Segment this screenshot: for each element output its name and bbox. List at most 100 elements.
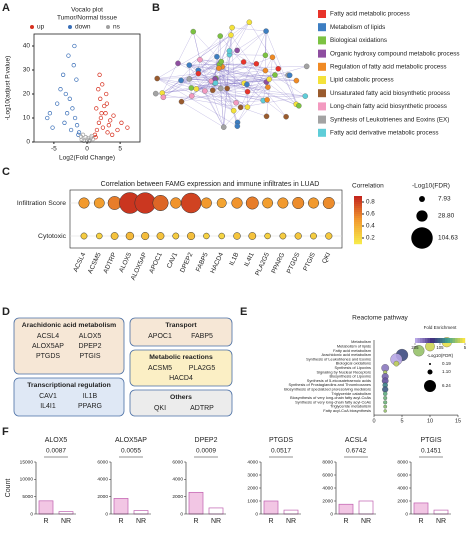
network-edge — [163, 35, 221, 98]
network-node — [188, 85, 195, 91]
x-tick-label: 5 — [118, 146, 122, 153]
network-node — [234, 47, 240, 54]
network-node — [272, 72, 278, 78]
x-tick-label: DPEP2 — [179, 251, 195, 274]
bubble — [292, 196, 305, 210]
colorbar-cell — [354, 236, 362, 239]
colorbar-cell — [354, 200, 362, 203]
colorbar-cell — [442, 338, 446, 343]
p-value: 0.0009 — [196, 448, 216, 455]
point — [115, 127, 120, 133]
legend-swatch — [318, 36, 326, 45]
gene-label: IL4I1 — [40, 403, 56, 410]
y-tick-label: 2000 — [247, 485, 258, 491]
x-tick-label: NR — [436, 518, 446, 525]
point — [105, 130, 110, 135]
plot-frame — [69, 189, 343, 249]
network-node — [244, 104, 251, 110]
point — [100, 125, 106, 130]
point — [98, 115, 104, 121]
y-tick-label: 6000 — [172, 459, 183, 465]
gene-label: IL1B — [83, 393, 98, 400]
y-tick-label: 15000 — [20, 459, 34, 465]
y-tick-label: Synthesis of 5-eicosatetraenoic acids — [307, 378, 371, 383]
point — [103, 111, 108, 116]
colorbar-cell — [437, 338, 441, 343]
colorbar-cell — [425, 338, 428, 343]
colorbar-cell — [447, 338, 451, 343]
network-edge — [199, 59, 222, 62]
point — [106, 123, 112, 128]
colorbar-title: Fold Enrichment — [424, 325, 458, 330]
legend-swatch — [318, 62, 326, 71]
y-tick-label: Triglyceride metabolism — [330, 404, 371, 409]
legend-label: Biological oxidations — [330, 37, 387, 44]
bar — [208, 507, 224, 515]
network-edge — [229, 27, 233, 51]
network-edge — [157, 73, 199, 79]
colorbar-cell — [460, 338, 463, 343]
colorbar-label: 105 — [436, 345, 444, 350]
y-tick-label: 8000 — [322, 459, 333, 465]
legend-marker — [68, 25, 72, 29]
gene-label: ADTRP — [190, 405, 214, 412]
legend-label: Fatty acid metabolic process — [330, 11, 410, 18]
legend-label: Fatty acid derivative metabolic process — [330, 129, 439, 136]
network-edge — [246, 84, 248, 108]
bar — [413, 502, 429, 515]
colorbar-cell — [354, 198, 362, 201]
point — [96, 87, 101, 92]
x-tick-label: PTGIS — [302, 251, 317, 272]
network-edge — [272, 57, 300, 106]
y-tick-label: 3000 — [247, 472, 258, 478]
group-title: Transcriptional regulation — [27, 382, 110, 389]
y-tick-label: 40 — [23, 43, 31, 50]
x-tick-label: 10 — [427, 419, 433, 425]
p-value: 0.0517 — [271, 448, 291, 455]
gene-label: CAV1 — [39, 393, 57, 400]
point — [99, 111, 104, 116]
bubble — [96, 232, 103, 240]
network-edge — [236, 100, 264, 103]
colorbar-label: 0.4 — [366, 223, 375, 230]
point — [63, 91, 68, 97]
network-node — [269, 54, 276, 61]
network-node — [175, 60, 181, 67]
point — [78, 134, 84, 139]
x-tick-label: 15 — [455, 419, 461, 425]
bubble — [231, 197, 243, 209]
network-node — [230, 107, 237, 114]
bar — [113, 498, 129, 515]
network-edge — [266, 81, 297, 105]
network-edge — [177, 63, 297, 81]
p-value: 0.0055 — [121, 448, 141, 455]
legend-swatch — [318, 128, 326, 137]
network-edge — [218, 66, 307, 69]
size-legend-label: 7.93 — [438, 196, 451, 203]
network-node — [154, 75, 160, 82]
p-value: 0.0087 — [46, 448, 66, 455]
network-edge — [181, 101, 224, 128]
network-edge — [155, 93, 241, 108]
network-node — [253, 61, 260, 67]
network-edge — [249, 22, 279, 69]
x-tick-label: R — [118, 518, 123, 525]
size-legend-bubble — [411, 227, 433, 249]
network-edge — [230, 34, 269, 88]
network-edge — [163, 30, 267, 98]
y-axis-label: -Log10(adjust P.value) — [5, 56, 12, 121]
size-legend-bubble — [416, 210, 428, 222]
x-tick-label: APOC1 — [148, 251, 164, 274]
x-tick-label: CAV1 — [166, 251, 179, 269]
network-node — [186, 62, 192, 68]
network-node — [152, 90, 159, 97]
colorbar-cell — [420, 338, 423, 343]
group-box — [129, 349, 233, 387]
y-tick-label: 1000 — [247, 498, 258, 504]
chart-title: ACSL4 — [345, 437, 367, 444]
y-tick-label: Synthesis of Prostaglandins and Thrombox… — [288, 382, 371, 387]
point — [76, 130, 82, 135]
x-tick-label: FABP5 — [195, 251, 210, 273]
point — [66, 53, 71, 58]
y-tick-label: Biosynthesis of very long-chain fatty ac… — [290, 395, 371, 400]
